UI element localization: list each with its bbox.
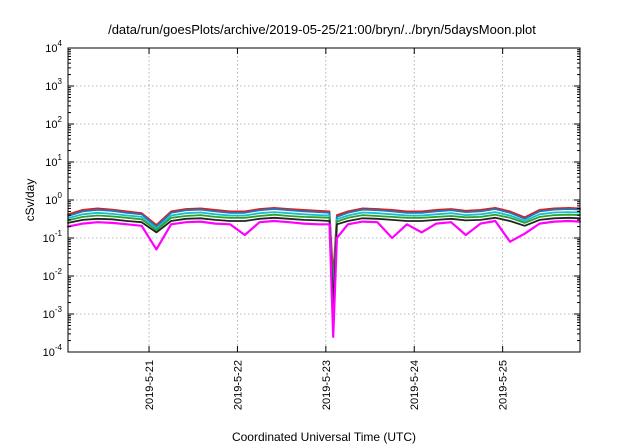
y-tick-label: 101: [45, 153, 62, 169]
y-tick-label: 104: [45, 39, 62, 55]
y-tick-exponent: 0: [58, 191, 63, 200]
x-tick-label: 2019-5-23: [321, 360, 333, 410]
series-line-4: [67, 213, 581, 304]
y-tick-exponent: -4: [55, 343, 63, 352]
x-tick-label: 2019-5-25: [498, 360, 510, 410]
y-tick-exponent: -2: [55, 267, 63, 276]
x-axis: 2019-5-21 2019-5-22 2019-5-23 2019-5-24 2019…: [144, 48, 510, 410]
y-tick-exponent: 1: [58, 153, 63, 162]
y-tick-label: 100: [45, 191, 62, 207]
y-tick-label: 10-4: [43, 343, 63, 359]
grid: [68, 48, 580, 352]
y-tick-exponent: -3: [55, 305, 63, 314]
chart-title: /data/run/goesPlots/archive/2019-05-25/2…: [108, 22, 536, 37]
x-axis-label: Coordinated Universal Time (UTC): [232, 430, 416, 444]
y-axis-label: cSv/day: [23, 179, 37, 222]
y-tick-label: 10-1: [43, 229, 63, 245]
series-line-6: [66, 219, 582, 338]
x-tick-label: 2019-5-22: [232, 360, 244, 410]
series-group: [66, 206, 582, 338]
y-tick-label: 102: [45, 115, 62, 131]
y-tick-exponent: 3: [58, 77, 63, 86]
x-tick-label: 2019-5-21: [144, 360, 156, 410]
y-tick-label: 10-3: [43, 305, 63, 321]
y-tick-exponent: 2: [58, 115, 63, 124]
y-tick-exponent: -1: [55, 229, 63, 238]
y-tick-label: 103: [45, 77, 62, 93]
y-tick-exponent: 4: [58, 39, 63, 48]
y-tick-label: 10-2: [43, 267, 63, 283]
x-tick-label: 2019-5-24: [409, 360, 421, 410]
